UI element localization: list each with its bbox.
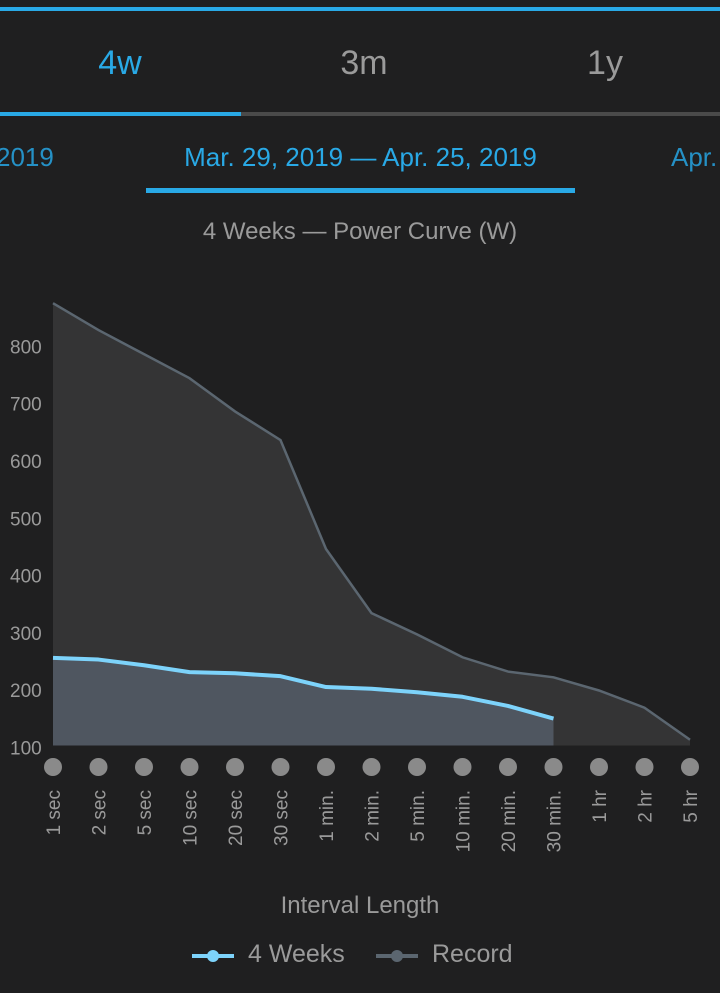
x-tick-dot: [317, 758, 335, 776]
x-tick-dot: [89, 758, 108, 776]
x-tick-label: 30 min.: [545, 790, 566, 852]
tab-1y[interactable]: 1y: [587, 44, 623, 82]
power-curve-chart: 100 200 300 400 500 600 700 800 1 sec 2 sec 5 sec 1…: [10, 302, 702, 919]
legend-label-4-weeks: 4 Weeks: [248, 940, 345, 968]
x-tick-label: 5 sec: [135, 790, 156, 835]
legend-swatch-record: [376, 950, 418, 962]
x-tick-dot: [226, 758, 244, 776]
x-tick-dot: [135, 758, 153, 776]
x-tick-dot: [408, 758, 426, 776]
4-weeks-area: [53, 657, 554, 746]
y-tick-label: 300: [10, 624, 42, 645]
tab-active-indicator: [0, 112, 241, 116]
date-range-underline: [146, 188, 575, 193]
x-tick-label: 5 hr: [681, 789, 702, 822]
record-line: [52, 302, 691, 741]
x-tick-label: 30 sec: [272, 790, 293, 846]
y-tick-label: 100: [10, 739, 42, 760]
top-accent-bar: [0, 7, 720, 11]
y-tick-label: 800: [10, 337, 42, 358]
tab-3m[interactable]: 3m: [340, 44, 388, 82]
date-range-next[interactable]: Apr.: [671, 142, 718, 172]
legend-swatch-4-weeks: [192, 950, 234, 962]
date-navigator: 2019 Mar. 29, 2019 — Apr. 25, 2019 Apr.: [0, 136, 720, 196]
range-tabs: 4w 3m 1y: [0, 30, 720, 100]
x-tick-dot: [681, 758, 699, 776]
x-tick-dot: [271, 758, 290, 776]
x-tick-label: 10 min.: [454, 790, 475, 852]
date-range-current[interactable]: Mar. 29, 2019 — Apr. 25, 2019: [184, 142, 537, 172]
x-tick-label: 5 min.: [408, 790, 429, 842]
y-tick-label: 700: [10, 395, 42, 416]
x-tick-dot: [44, 758, 62, 776]
tab-4w[interactable]: 4w: [98, 44, 142, 82]
x-tick-dot: [180, 758, 199, 776]
chart-title: 4 Weeks — Power Curve (W): [202, 218, 518, 245]
x-tick-label: 20 sec: [226, 790, 247, 846]
x-axis-title: Interval Length: [281, 892, 440, 919]
date-range-previous[interactable]: 2019: [0, 142, 54, 172]
y-tick-label: 400: [10, 567, 42, 588]
y-tick-label: 200: [10, 681, 42, 702]
chart-legend: 4 Weeks Record: [0, 938, 720, 974]
y-tick-label: 500: [10, 509, 42, 530]
tab-track: [0, 112, 720, 116]
x-tick-dot: [499, 758, 517, 776]
y-tick-label: 600: [10, 452, 42, 473]
x-tick-label: 2 min.: [363, 790, 384, 842]
x-tick-label: 10 sec: [181, 790, 202, 846]
4-weeks-line: [52, 655, 555, 721]
x-tick-label: 1 hr: [590, 789, 611, 822]
x-tick-label: 2 sec: [90, 790, 111, 835]
record-area: [53, 303, 690, 746]
x-tick-label: 1 min.: [317, 790, 338, 842]
x-tick-dot: [453, 758, 472, 776]
x-tick-label: 20 min.: [499, 790, 520, 852]
x-tick-dot: [635, 758, 654, 776]
legend-label-record: Record: [432, 940, 513, 968]
x-tick-dot: [590, 758, 608, 776]
x-tick-label: 1 sec: [44, 790, 65, 835]
x-tick-dot: [544, 758, 563, 776]
x-tick-label: 2 hr: [636, 789, 657, 822]
x-tick-dot: [362, 758, 381, 776]
